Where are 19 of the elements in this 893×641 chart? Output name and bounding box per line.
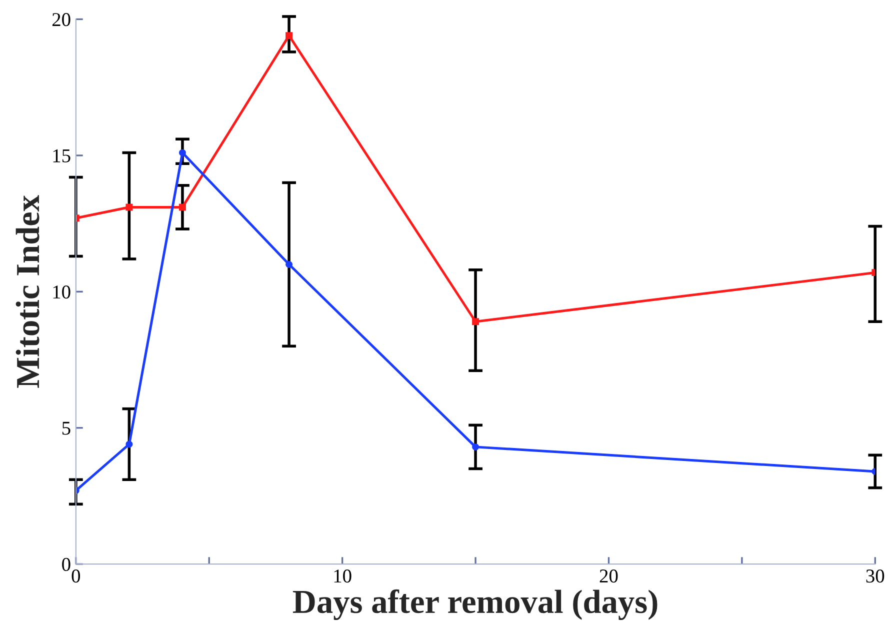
- y-tick-label: 10: [53, 285, 70, 299]
- point: [126, 204, 133, 211]
- point: [472, 318, 479, 326]
- x-tick-label: 0: [72, 570, 80, 583]
- x-tick-label: 10: [334, 570, 352, 583]
- x-axis-title: Days after removal (days): [292, 589, 658, 620]
- point: [286, 32, 293, 40]
- y-tick-label: 0: [62, 558, 70, 572]
- y-axis-title: Mitotic Index: [16, 195, 40, 388]
- point: [178, 149, 186, 156]
- point: [472, 443, 479, 450]
- x-tick-label: 30: [866, 570, 884, 583]
- y-tick-label: 20: [52, 13, 70, 26]
- y-tick-label: 15: [53, 149, 70, 162]
- y-tick-label: 5: [62, 422, 70, 435]
- point: [126, 440, 133, 448]
- x-tick-label: 20: [600, 570, 618, 583]
- point: [286, 260, 293, 268]
- point: [178, 204, 186, 211]
